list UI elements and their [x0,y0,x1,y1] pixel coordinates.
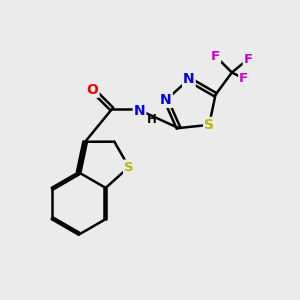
Text: F: F [211,50,220,63]
Text: S: S [124,160,134,173]
Text: F: F [239,72,248,85]
Text: N: N [134,104,146,118]
Text: O: O [87,83,98,97]
Text: F: F [244,52,253,66]
Text: N: N [183,72,195,86]
Text: N: N [160,93,172,107]
Text: S: S [204,118,214,132]
Text: H: H [147,113,157,126]
